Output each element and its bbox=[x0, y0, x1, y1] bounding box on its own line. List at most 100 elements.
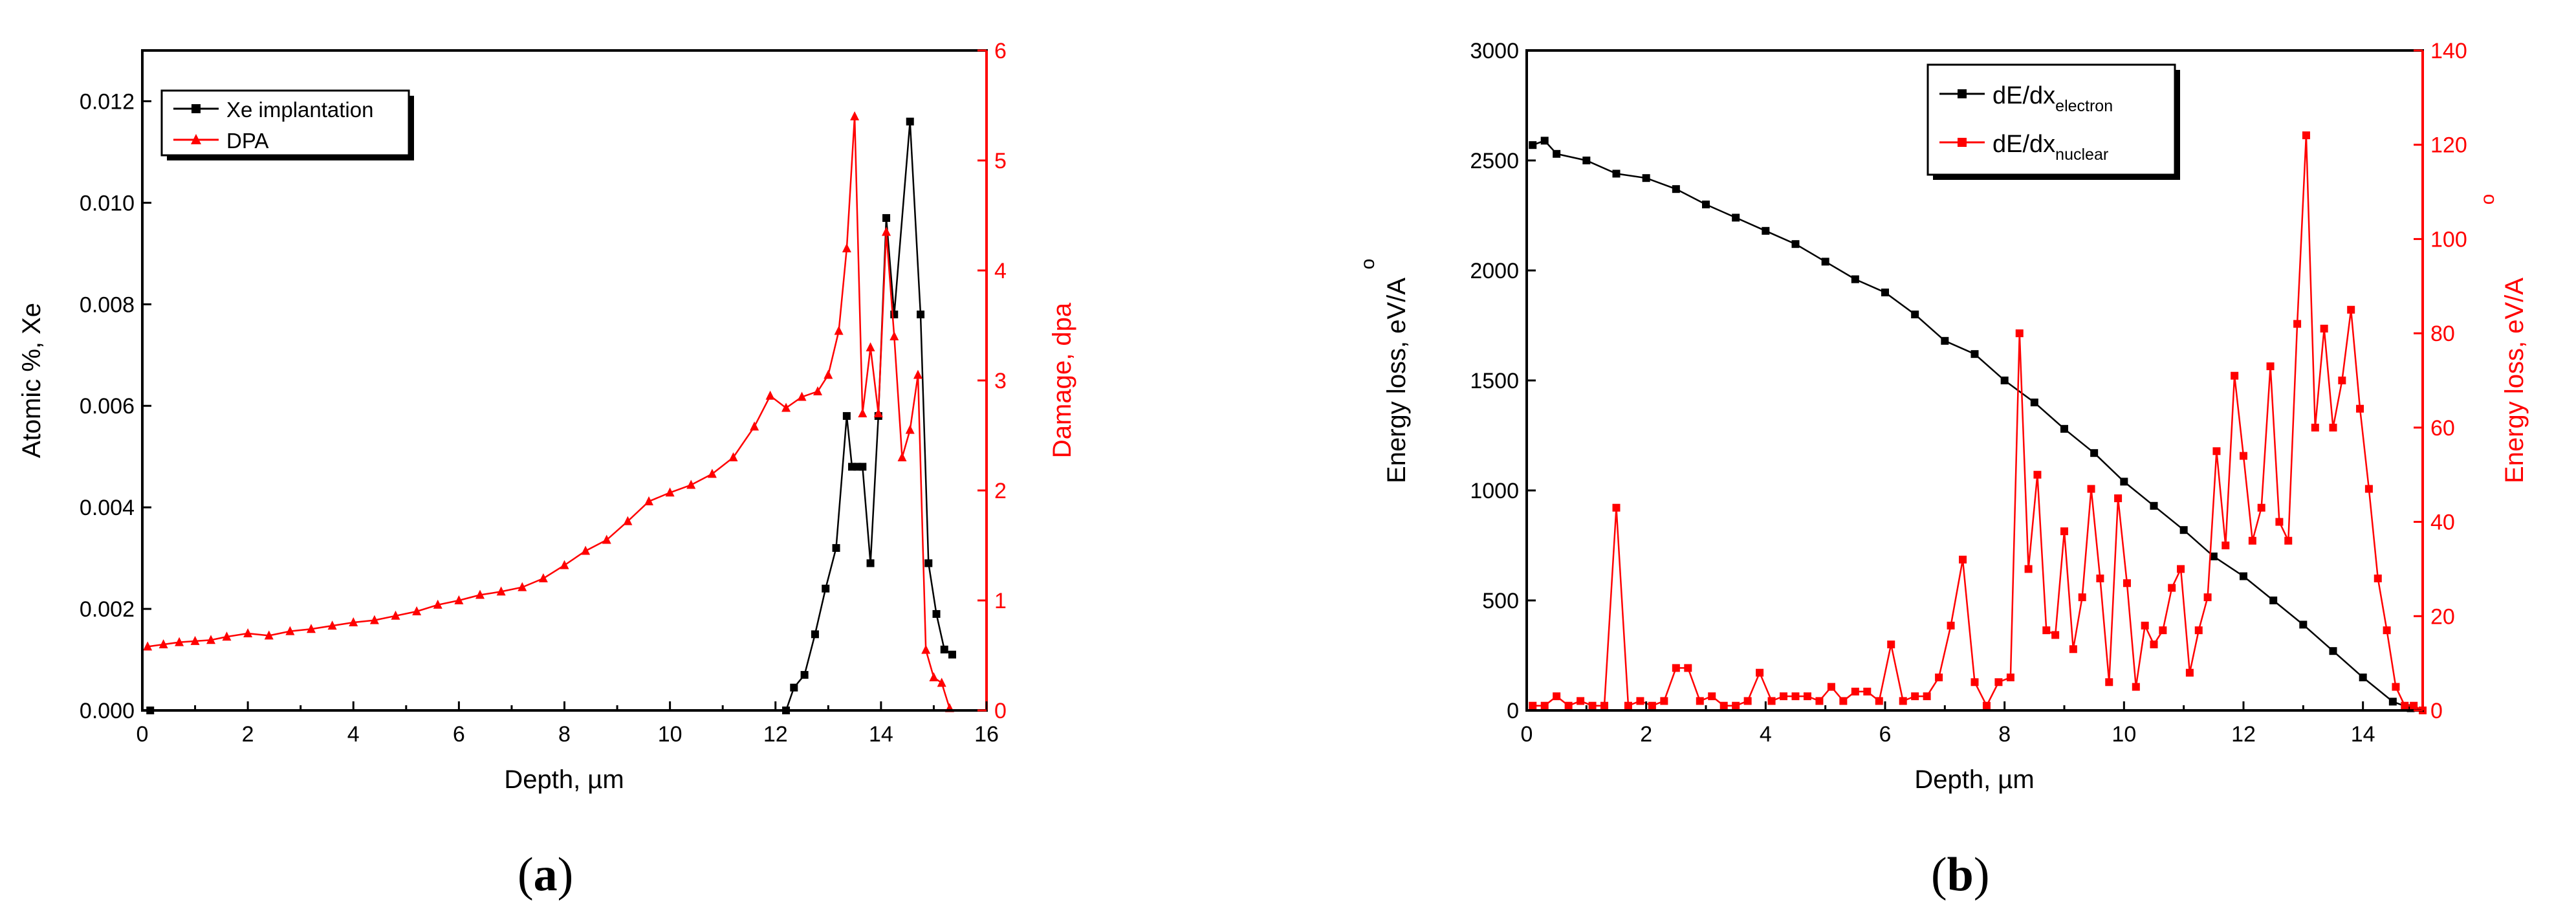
data-point-b-1 bbox=[2364, 485, 2373, 493]
data-point-a-1 bbox=[412, 606, 422, 615]
y2-tick-label: 60 bbox=[2430, 416, 2455, 441]
data-point-b-1 bbox=[1696, 697, 1704, 705]
data-point-b-0 bbox=[1529, 141, 1537, 149]
data-point-a-0 bbox=[866, 559, 875, 567]
y-tick-label: 3000 bbox=[1470, 39, 1519, 63]
data-point-a-1 bbox=[307, 624, 316, 633]
y-axis-angstrom-ring-b: o bbox=[1357, 259, 1379, 270]
data-point-b-1 bbox=[1636, 697, 1644, 705]
data-point-b-1 bbox=[1863, 687, 1872, 696]
x-tick-label: 4 bbox=[347, 722, 360, 747]
data-point-b-0 bbox=[2269, 597, 2278, 604]
data-point-a-1 bbox=[243, 628, 253, 637]
data-point-b-1 bbox=[1970, 678, 1979, 686]
y2-axis-angstrom-ring-b: o bbox=[2477, 194, 2498, 205]
data-point-b-1 bbox=[1767, 697, 1776, 705]
data-point-b-1 bbox=[2051, 631, 2060, 639]
data-point-b-1 bbox=[1672, 664, 1680, 672]
data-point-a-1 bbox=[349, 617, 358, 626]
data-point-b-0 bbox=[1642, 174, 1650, 182]
data-point-b-0 bbox=[1762, 226, 1770, 235]
data-point-b-1 bbox=[2203, 593, 2212, 602]
series-line-a-1 bbox=[147, 116, 951, 708]
data-point-b-1 bbox=[1553, 692, 1561, 701]
data-point-b-0 bbox=[2299, 620, 2308, 629]
data-point-b-0 bbox=[2209, 553, 2218, 560]
y2-tick-label: 4 bbox=[994, 259, 1007, 283]
y2-tick-label: 5 bbox=[994, 149, 1007, 173]
x-tick-label: 6 bbox=[453, 722, 465, 747]
data-point-b-1 bbox=[1708, 692, 1716, 701]
data-point-a-1 bbox=[797, 391, 807, 401]
data-point-b-1 bbox=[2347, 305, 2355, 314]
data-point-b-0 bbox=[1612, 170, 1621, 178]
data-point-b-0 bbox=[2060, 424, 2068, 433]
data-point-b-1 bbox=[2141, 621, 2149, 630]
y2-tick-label: 40 bbox=[2430, 510, 2455, 535]
y-tick-label: 2500 bbox=[1470, 149, 1519, 173]
data-point-b-1 bbox=[2069, 645, 2077, 653]
x-tick-label: 2 bbox=[1640, 722, 1652, 747]
data-point-a-1 bbox=[285, 626, 295, 635]
data-point-b-1 bbox=[2096, 575, 2104, 582]
y-tick-label: 0 bbox=[1507, 699, 1519, 723]
data-point-a-0 bbox=[882, 214, 891, 222]
data-point-a-1 bbox=[686, 479, 696, 489]
data-point-b-1 bbox=[2266, 362, 2275, 371]
data-point-b-1 bbox=[2231, 371, 2239, 380]
data-point-b-1 bbox=[1839, 697, 1848, 705]
x-tick-label: 14 bbox=[2351, 722, 2375, 747]
data-point-b-1 bbox=[1982, 701, 1991, 710]
data-point-b-1 bbox=[2185, 668, 2194, 677]
data-point-a-0 bbox=[832, 543, 840, 552]
caption-b: (b) bbox=[1931, 848, 1990, 901]
y-tick-label: 0.004 bbox=[80, 496, 135, 520]
data-point-b-1 bbox=[2132, 683, 2140, 691]
data-point-a-1 bbox=[602, 534, 611, 544]
series-line-b-1 bbox=[1533, 135, 2423, 712]
data-point-b-1 bbox=[1875, 697, 1883, 705]
data-point-b-1 bbox=[2374, 575, 2382, 582]
x-tick-label: 10 bbox=[658, 722, 682, 747]
data-point-b-1 bbox=[2015, 329, 2024, 338]
data-point-a-1 bbox=[850, 111, 860, 120]
data-point-b-0 bbox=[2150, 501, 2158, 510]
data-point-b-1 bbox=[2212, 447, 2221, 456]
data-point-a-0 bbox=[917, 311, 925, 318]
data-point-a-1 bbox=[454, 595, 464, 604]
data-point-b-0 bbox=[2240, 572, 2247, 580]
y-tick-label: 1000 bbox=[1470, 479, 1519, 503]
data-point-b-1 bbox=[2006, 674, 2014, 681]
data-point-b-1 bbox=[1911, 692, 1919, 701]
data-point-a-0 bbox=[858, 463, 867, 471]
y2-tick-label: 120 bbox=[2430, 133, 2467, 158]
data-point-b-1 bbox=[2240, 452, 2247, 460]
data-point-a-0 bbox=[890, 311, 899, 318]
data-point-b-1 bbox=[1959, 555, 1967, 564]
data-point-a-1 bbox=[866, 342, 875, 351]
data-point-a-0 bbox=[924, 559, 933, 567]
data-point-a-1 bbox=[644, 496, 653, 505]
caption-a: (a) bbox=[518, 848, 574, 901]
data-point-b-1 bbox=[2356, 404, 2364, 413]
data-point-b-1 bbox=[2257, 503, 2265, 512]
legend-entry-nuclear: dE/dxnuclear bbox=[1992, 131, 2108, 164]
y2-tick-label: 20 bbox=[2430, 604, 2455, 629]
x-tick-label: 8 bbox=[558, 722, 571, 747]
data-point-b-0 bbox=[2090, 449, 2099, 457]
x-tick-label: 8 bbox=[1998, 722, 2011, 747]
data-point-b-1 bbox=[1600, 701, 1609, 710]
x-tick-label: 4 bbox=[1760, 722, 1772, 747]
data-point-b-1 bbox=[2293, 320, 2302, 328]
data-point-b-1 bbox=[1540, 701, 1549, 710]
data-point-b-1 bbox=[1612, 503, 1621, 512]
data-point-b-1 bbox=[1648, 701, 1656, 710]
data-point-a-1 bbox=[781, 402, 791, 412]
data-point-b-1 bbox=[1624, 701, 1632, 710]
data-point-a-1 bbox=[518, 582, 527, 591]
data-point-a-1 bbox=[264, 630, 274, 640]
y2-axis-label-b: Energy loss, eV/A bbox=[2500, 278, 2529, 483]
x-tick-label: 12 bbox=[2231, 722, 2256, 747]
x-tick-label: 14 bbox=[869, 722, 893, 747]
data-point-a-1 bbox=[496, 586, 506, 596]
